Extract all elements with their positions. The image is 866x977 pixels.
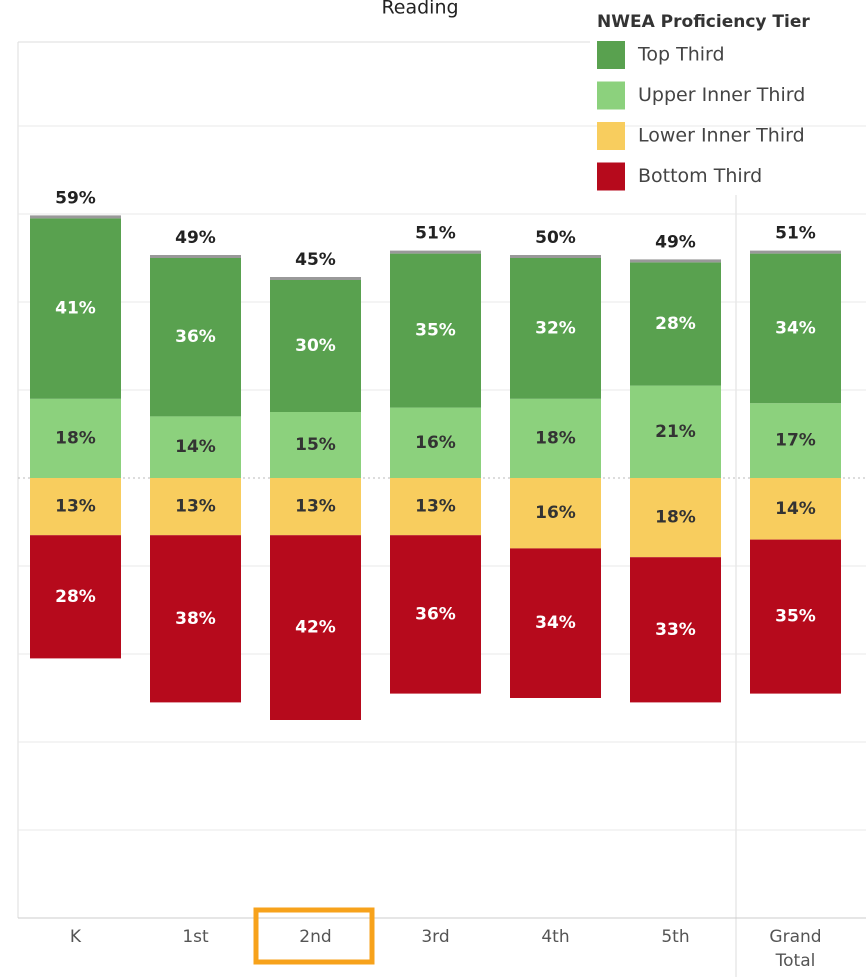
- value-label: 35%: [415, 321, 456, 341]
- total-label: 49%: [655, 232, 696, 252]
- bar-segment: [150, 478, 241, 536]
- value-label: 38%: [175, 609, 216, 629]
- value-label: 14%: [775, 499, 816, 519]
- total-cap: [30, 215, 121, 219]
- legend-label: Top Third: [637, 44, 725, 66]
- value-label: 41%: [55, 299, 96, 319]
- bar-segment: [510, 258, 601, 399]
- total-cap: [630, 259, 721, 263]
- bar-segment: [150, 258, 241, 417]
- x-tick-label: 4th: [541, 927, 570, 947]
- total-label: 51%: [775, 224, 816, 244]
- bar-segment: [30, 218, 121, 399]
- bar-segment: [270, 535, 361, 720]
- bar-segment: [270, 280, 361, 412]
- value-label: 18%: [55, 428, 96, 448]
- bar-segment: [750, 539, 841, 694]
- bar-segment: [630, 262, 721, 386]
- bar-segment: [390, 407, 481, 478]
- bar-segment: [270, 412, 361, 478]
- legend-swatch: [597, 81, 625, 110]
- value-label: 13%: [55, 497, 96, 517]
- value-label: 18%: [655, 508, 696, 528]
- bar-segment: [30, 535, 121, 659]
- x-tick-label: 1st: [182, 927, 209, 947]
- legend-swatch: [597, 41, 625, 69]
- value-label: 16%: [535, 503, 576, 523]
- x-tick-label: Grand Total: [769, 927, 822, 971]
- bar-segment: [390, 535, 481, 694]
- bar-segment: [30, 478, 121, 536]
- legend-label: Upper Inner Third: [638, 84, 805, 106]
- bar-segment: [390, 253, 481, 408]
- total-cap: [510, 255, 601, 258]
- total-label: 59%: [55, 188, 96, 208]
- value-label: 28%: [655, 314, 696, 334]
- total-label: 50%: [535, 228, 576, 248]
- value-label: 13%: [175, 497, 216, 517]
- bar-segment: [630, 478, 721, 558]
- bar-segment: [150, 535, 241, 703]
- bar-segment: [510, 398, 601, 478]
- value-label: 35%: [775, 607, 816, 627]
- value-label: 17%: [775, 431, 816, 451]
- value-label: 15%: [295, 435, 336, 455]
- total-label: 45%: [295, 250, 336, 270]
- bar-segment: [390, 478, 481, 536]
- legend-swatch: [597, 162, 625, 191]
- value-label: 21%: [655, 422, 696, 442]
- value-label: 13%: [295, 497, 336, 517]
- total-cap: [390, 250, 481, 254]
- legend-swatch: [597, 122, 625, 150]
- total-cap: [270, 277, 361, 280]
- bar-segment: [630, 557, 721, 703]
- total-label: 49%: [175, 228, 216, 248]
- x-tick-label: 2nd: [299, 927, 332, 947]
- legend-title: NWEA Proficiency Tier: [597, 12, 810, 32]
- bar-segment: [510, 478, 601, 549]
- value-label: 36%: [415, 604, 456, 624]
- legend-label: Bottom Third: [638, 165, 762, 187]
- bar-segment: [750, 253, 841, 404]
- value-label: 42%: [295, 618, 336, 638]
- bar-segment: [630, 385, 721, 478]
- value-label: 32%: [535, 318, 576, 338]
- bar-segment: [750, 478, 841, 540]
- bar-segment: [510, 548, 601, 698]
- x-tick-label: 3rd: [421, 927, 450, 947]
- value-label: 14%: [175, 437, 216, 457]
- total-label: 51%: [415, 224, 456, 244]
- highlight-box: [253, 907, 375, 965]
- value-label: 13%: [415, 497, 456, 517]
- total-cap: [750, 250, 841, 254]
- value-label: 28%: [55, 587, 96, 607]
- value-label: 30%: [295, 336, 336, 356]
- value-label: 33%: [655, 620, 696, 640]
- x-tick-label: 5th: [661, 927, 690, 947]
- bar-segment: [750, 403, 841, 478]
- bar-segment: [30, 398, 121, 478]
- legend-label: Lower Inner Third: [638, 125, 805, 147]
- value-label: 16%: [415, 433, 456, 453]
- total-cap: [150, 255, 241, 258]
- chart-title: Reading: [381, 0, 458, 19]
- bar-segment: [270, 478, 361, 536]
- value-label: 18%: [535, 428, 576, 448]
- bar-segment: [150, 416, 241, 478]
- value-label: 36%: [175, 327, 216, 347]
- value-label: 34%: [775, 318, 816, 338]
- value-label: 34%: [535, 613, 576, 633]
- x-tick-label: K: [69, 927, 82, 947]
